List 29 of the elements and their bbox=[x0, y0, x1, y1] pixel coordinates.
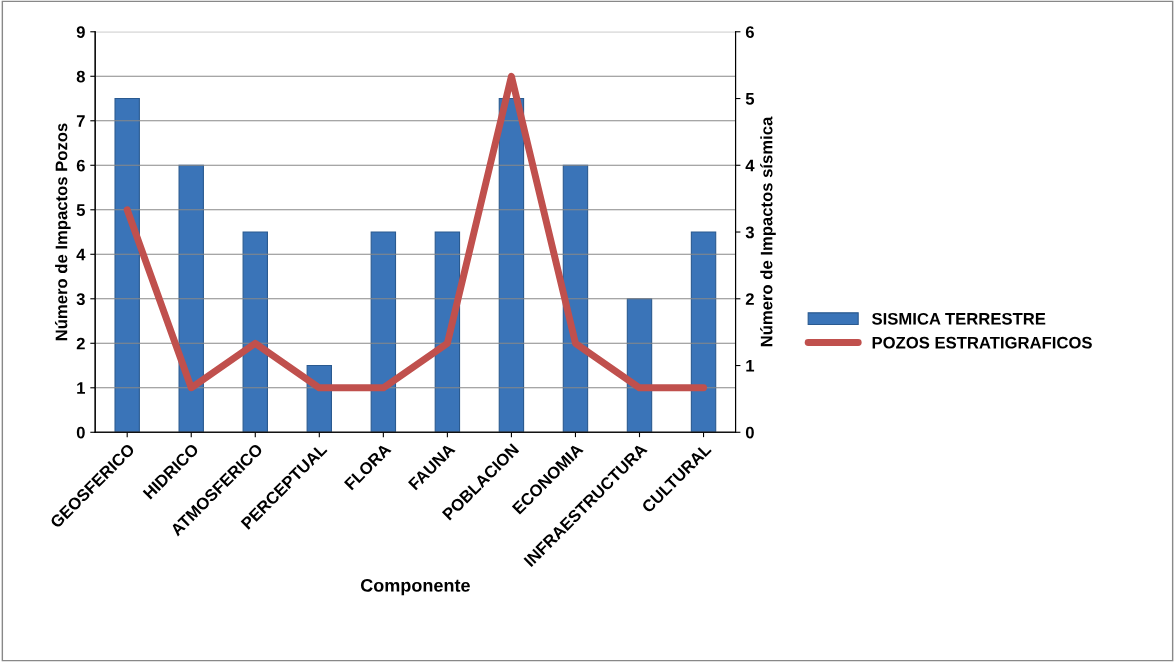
bar bbox=[242, 231, 268, 433]
y-tick-label: 2 bbox=[76, 337, 85, 350]
legend-label: SISMICA TERRESTRE bbox=[872, 312, 1046, 325]
y2-tick-label: 5 bbox=[745, 93, 755, 105]
legend-label: POZOS ESTRATIGRAFICOS bbox=[872, 336, 1092, 349]
y-axis-title: Número de Impactos Pozos bbox=[54, 123, 71, 341]
bar bbox=[626, 298, 653, 433]
y-tick-label: 4 bbox=[76, 248, 86, 261]
y-tick-label: 8 bbox=[76, 70, 85, 83]
y-tick-label: 0 bbox=[76, 426, 85, 439]
y-tick-label: 7 bbox=[76, 115, 85, 127]
bar bbox=[498, 97, 525, 433]
y2-tick-label: 4 bbox=[745, 159, 755, 172]
y-tick-label: 6 bbox=[76, 159, 85, 172]
y2-tick-label: 6 bbox=[745, 26, 754, 38]
y2-tick-label: 2 bbox=[745, 293, 754, 305]
y-tick-label: 1 bbox=[77, 382, 85, 394]
y-tick-label: 3 bbox=[76, 293, 85, 306]
bar bbox=[178, 164, 204, 433]
y2-tick-label: 1 bbox=[746, 360, 755, 372]
y2-axis-title: Número de Impactos sísmica bbox=[760, 116, 776, 347]
x-axis-title: Componente bbox=[360, 578, 470, 596]
y-tick-label: 5 bbox=[76, 204, 85, 216]
y2-tick-label: 3 bbox=[745, 226, 754, 239]
y2-tick-label: 0 bbox=[745, 426, 754, 439]
bar bbox=[114, 97, 140, 433]
bar bbox=[690, 231, 717, 433]
bar bbox=[370, 231, 397, 433]
y-tick-label: 9 bbox=[76, 26, 85, 38]
